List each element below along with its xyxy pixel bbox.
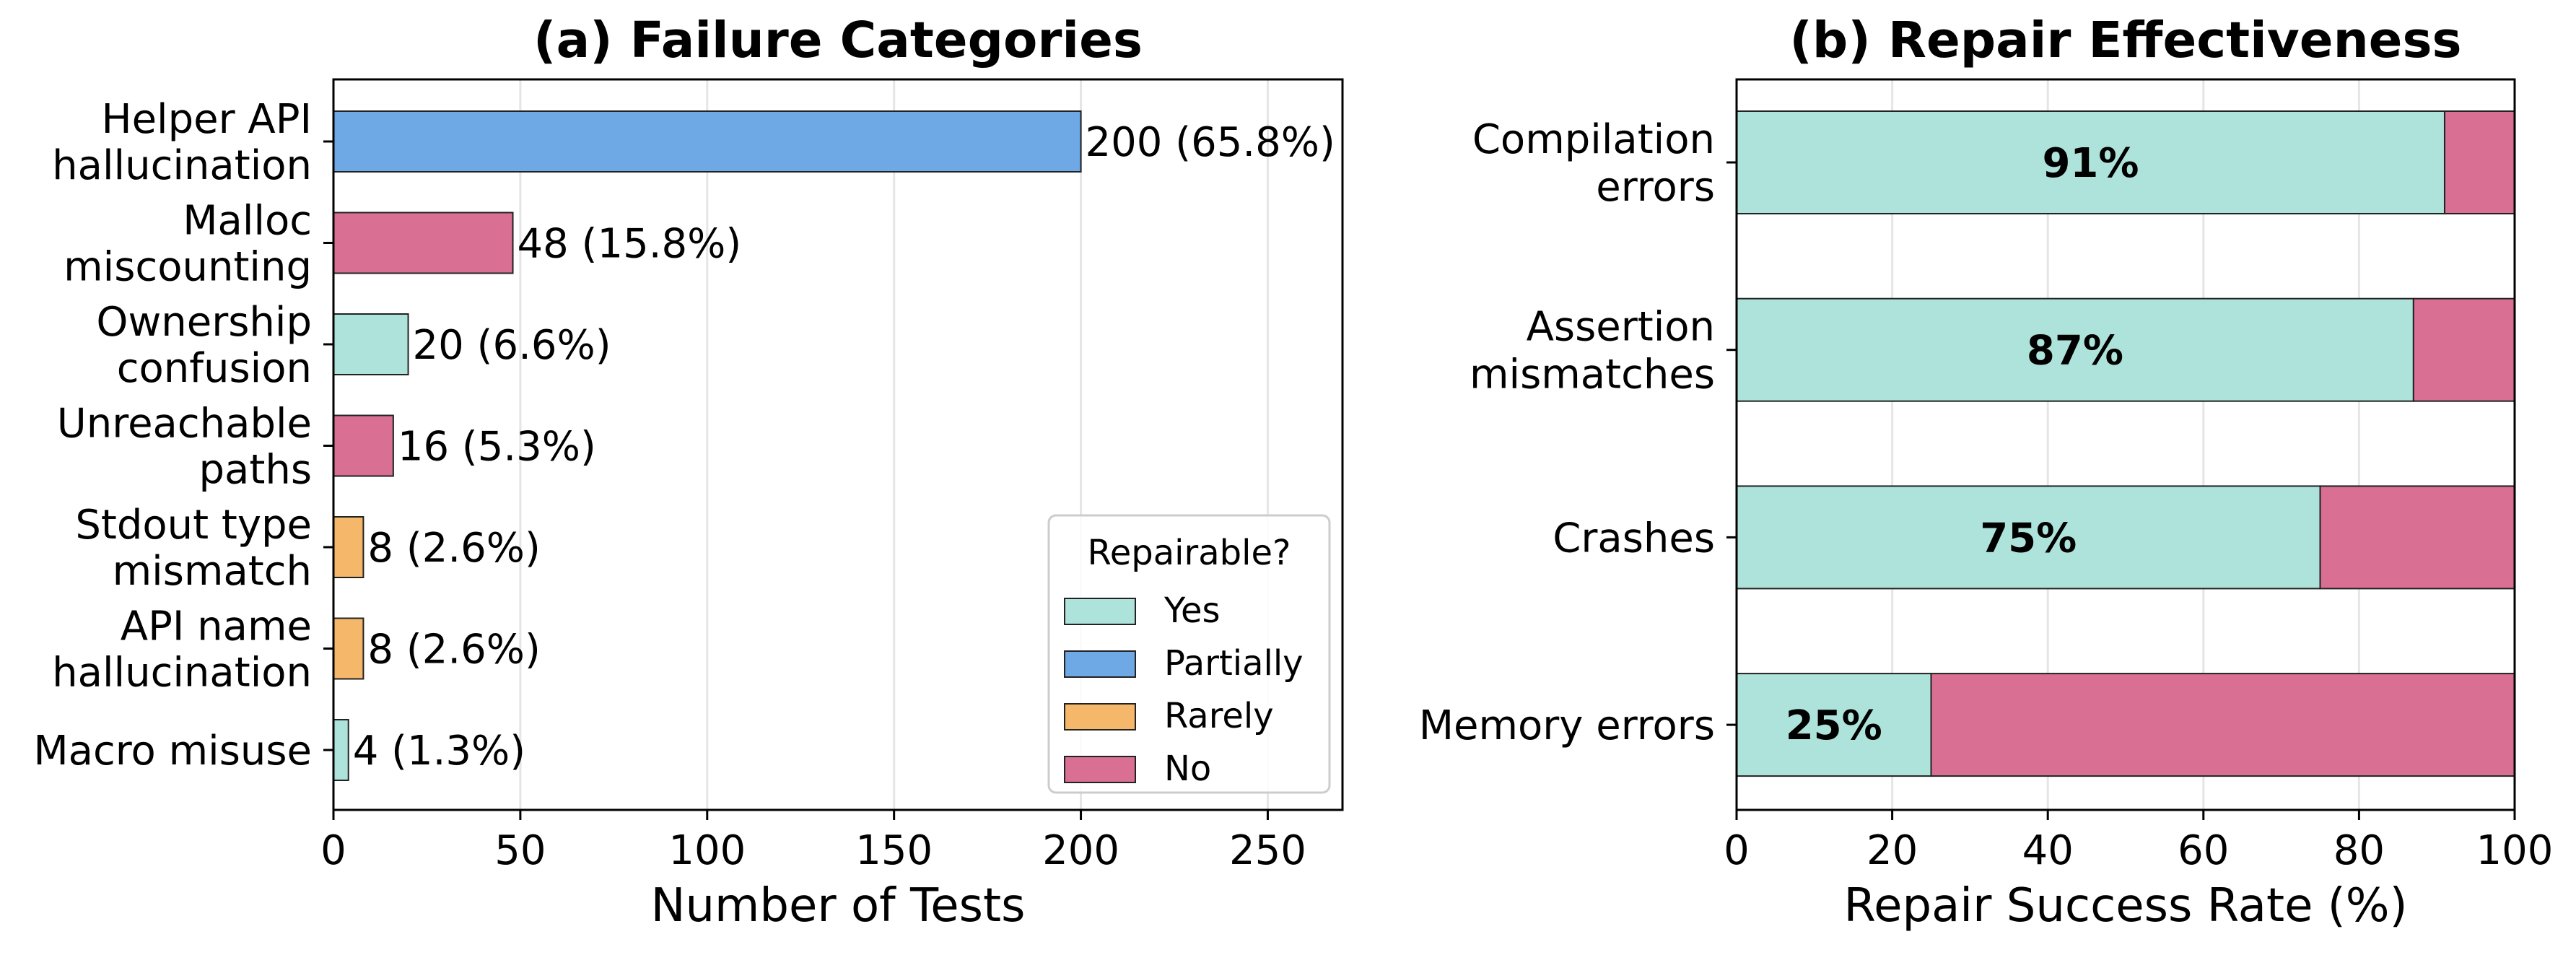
data-label: 87% xyxy=(2027,328,2123,375)
category-label: errors xyxy=(1596,164,1715,211)
category-label: Assertion xyxy=(1527,304,1715,351)
x-tick-label: 20 xyxy=(1866,827,1918,874)
bar xyxy=(333,212,514,274)
data-label: 20 (6.6%) xyxy=(413,322,611,369)
category-label: Helper API xyxy=(101,96,312,143)
bars-b: 91% 87% 75% 25% xyxy=(1736,110,2516,777)
legend-swatch xyxy=(1064,650,1136,678)
category-label: Compilation xyxy=(1472,116,1715,163)
data-label: 8 (2.6%) xyxy=(367,627,540,673)
category-label: miscounting xyxy=(64,244,312,291)
bar-segment xyxy=(1736,110,2445,214)
chart-title-b: (b) Repair Effectiveness xyxy=(1789,12,2461,69)
data-label: 75% xyxy=(1980,515,2077,562)
x-ticks-a: 0 50 100 150 200 250 xyxy=(320,810,1306,874)
category-label: Memory errors xyxy=(1419,702,1715,749)
x-tick-label: 100 xyxy=(2476,827,2554,874)
legend-title: Repairable? xyxy=(1088,533,1291,573)
bar xyxy=(333,617,364,680)
data-label: 91% xyxy=(2042,140,2139,187)
data-label: 4 (1.3%) xyxy=(353,728,525,775)
bar xyxy=(333,414,394,477)
legend-entry: No xyxy=(1164,749,1211,789)
category-label: Macro misuse xyxy=(33,728,312,775)
category-label: API name xyxy=(121,603,312,650)
category-label: Malloc xyxy=(183,198,312,245)
data-label: 48 (15.8%) xyxy=(518,221,742,268)
x-tick-label: 150 xyxy=(855,827,933,874)
x-axis-label-a: Number of Tests xyxy=(651,879,1026,933)
data-label: 200 (65.8%) xyxy=(1086,119,1335,166)
bar-segment xyxy=(1736,673,1932,777)
legend-entry: Yes xyxy=(1163,590,1220,631)
bar-segment xyxy=(2319,485,2515,590)
category-label: confusion xyxy=(117,345,312,392)
data-label: 25% xyxy=(1786,702,1882,749)
x-tick-label: 0 xyxy=(1724,827,1750,874)
bar-segment xyxy=(1736,485,2321,590)
legend-swatch xyxy=(1064,703,1136,731)
legend-entry: Rarely xyxy=(1164,696,1274,736)
category-label: mismatch xyxy=(113,548,312,595)
legend-swatch xyxy=(1064,598,1136,625)
x-tick-label: 250 xyxy=(1229,827,1306,874)
legend-swatch xyxy=(1064,756,1136,783)
x-ticks-b: 0 20 40 60 80 100 xyxy=(1724,810,2553,874)
x-tick-label: 200 xyxy=(1042,827,1119,874)
bar-segment xyxy=(2412,297,2516,402)
x-tick-label: 0 xyxy=(320,827,346,874)
bar-segment xyxy=(1736,297,2414,402)
x-tick-label: 80 xyxy=(2333,827,2385,874)
category-label: Ownership xyxy=(96,299,312,346)
data-label: 16 (5.3%) xyxy=(398,424,596,471)
bar xyxy=(333,110,1082,173)
plot-frame-b xyxy=(1735,78,2516,811)
x-tick-label: 100 xyxy=(668,827,746,874)
y-ticks-a: Helper APIhallucinationMallocmiscounting… xyxy=(33,96,333,775)
x-axis-label-b: Repair Success Rate (%) xyxy=(1843,879,2407,933)
legend-entry: Partially xyxy=(1164,643,1304,684)
category-label: hallucination xyxy=(52,142,312,189)
data-label: 8 (2.6%) xyxy=(367,525,540,572)
category-label: paths xyxy=(199,447,313,494)
category-label: Unreachable xyxy=(57,401,312,448)
x-tick-label: 40 xyxy=(2022,827,2074,874)
repair-effectiveness-chart: (b) Repair Effectiveness 91% 87% 75% 25% 0 2… xyxy=(1419,12,2554,933)
bars-a: 200 (65.8%) 48 (15.8%) 20 (6.6%) 16 (5.3%) 8… xyxy=(333,110,1335,781)
legend: Repairable? Yes Partially Rarely No xyxy=(1047,514,1331,794)
x-tick-label: 50 xyxy=(494,827,546,874)
category-label: hallucination xyxy=(52,650,312,697)
bar xyxy=(333,719,349,781)
x-tick-label: 60 xyxy=(2178,827,2229,874)
bar-segment xyxy=(1930,673,2515,777)
category-label: mismatches xyxy=(1470,352,1715,398)
failure-categories-chart: (a) Failure Categories 200 (65.8%) 48 (15… xyxy=(33,12,1344,933)
bar xyxy=(333,313,409,375)
bar-segment xyxy=(2443,110,2515,214)
chart-title-a: (a) Failure Categories xyxy=(533,12,1143,69)
bar xyxy=(333,516,364,578)
category-label: Stdout type xyxy=(75,502,312,549)
category-label: Crashes xyxy=(1553,515,1715,562)
